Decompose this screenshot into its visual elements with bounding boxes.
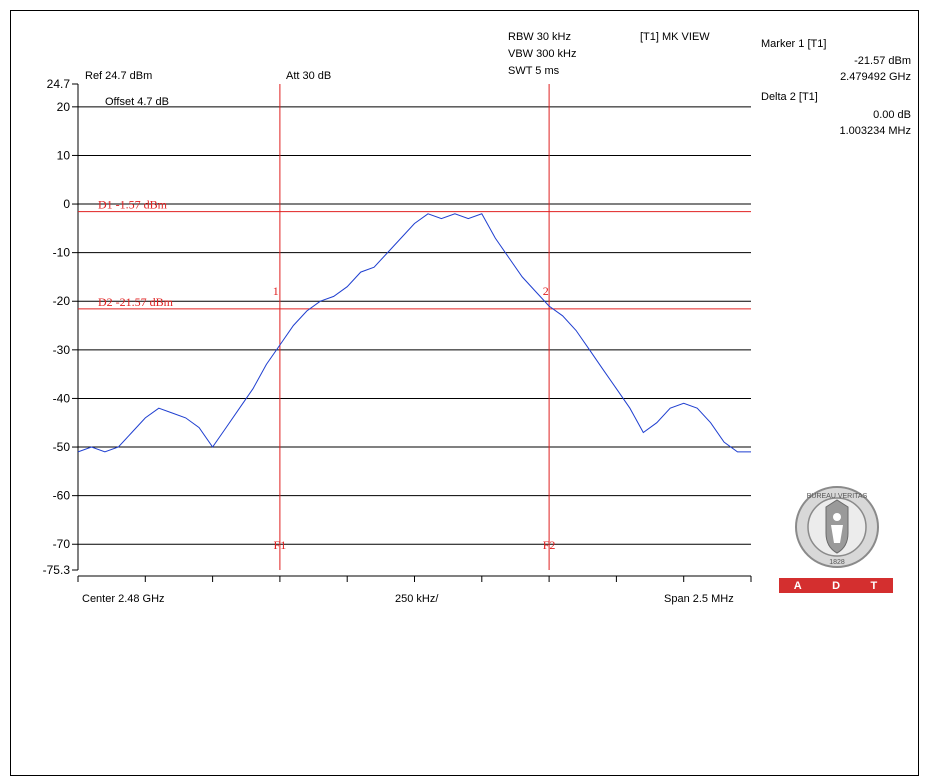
logo-year: 1828 — [829, 559, 845, 566]
marker1-level: -21.57 dBm — [854, 55, 911, 67]
frequency-lines: F1 F2 — [274, 84, 556, 570]
frequency-per-div: 250 kHz/ — [395, 593, 439, 605]
bureau-veritas-logo: BUREAU VERITAS 1828 — [795, 486, 879, 568]
adt-letter-a: A — [793, 579, 803, 592]
rbw-label: RBW 30 kHz — [508, 31, 571, 43]
marker1-freq: 2.479492 GHz — [840, 71, 911, 83]
plot-grid — [77, 84, 751, 570]
frequency-line-label: F1 — [274, 538, 287, 552]
delta2-title: Delta 2 [T1] — [761, 91, 818, 103]
marker1-title: Marker 1 [T1] — [761, 38, 827, 50]
swt-label: SWT 5 ms — [508, 65, 560, 77]
ref-label: Ref 24.7 dBm — [85, 70, 153, 82]
vbw-label: VBW 300 kHz — [508, 48, 577, 60]
y-tick-label: 10 — [57, 148, 71, 162]
marker-label: 1 — [273, 284, 279, 298]
y-tick-labels: 24.7 20 10 0 -10 -20 -30 -40 -50 -60 -70 -75.3 — [43, 77, 71, 577]
span-label: Span 2.5 MHz — [664, 593, 734, 605]
y-tick-label: -20 — [53, 294, 71, 308]
adt-letter-d: D — [832, 579, 842, 592]
adt-letter-t: T — [870, 579, 879, 592]
y-tick-label: 0 — [63, 197, 70, 211]
att-label: Att 30 dB — [286, 70, 332, 82]
y-tick-label: 20 — [57, 100, 71, 114]
y-tick-label: -30 — [53, 343, 71, 357]
display-lines: D1 -1.57 dBm D2 -21.57 dBm — [78, 198, 751, 310]
analyzer-screen — [10, 10, 919, 776]
trace-series — [77, 213, 751, 453]
y-tick-label: 24.7 — [47, 77, 71, 91]
y-tick-label: -60 — [53, 489, 71, 503]
axis-ticks — [72, 83, 752, 582]
display-line-label: D1 -1.57 dBm — [98, 198, 168, 212]
y-tick-label: -70 — [53, 537, 71, 551]
display-line-label: D2 -21.57 dBm — [98, 295, 174, 309]
view-label: [T1] MK VIEW — [640, 31, 710, 43]
frequency-line-label: F2 — [543, 538, 556, 552]
y-tick-label: -50 — [53, 440, 71, 454]
y-tick-label: -40 — [53, 391, 71, 405]
delta2-level: 0.00 dB — [873, 109, 911, 121]
delta2-freq: 1.003234 MHz — [839, 125, 911, 137]
logo-text: BUREAU VERITAS — [807, 493, 868, 500]
offset-label: Offset 4.7 dB — [105, 96, 170, 108]
y-tick-label: -10 — [53, 246, 71, 260]
center-frequency: Center 2.48 GHz — [82, 593, 165, 605]
marker-label: 2 — [543, 284, 549, 298]
adt-badge: A D T — [779, 578, 893, 593]
y-tick-label: -75.3 — [43, 563, 71, 577]
